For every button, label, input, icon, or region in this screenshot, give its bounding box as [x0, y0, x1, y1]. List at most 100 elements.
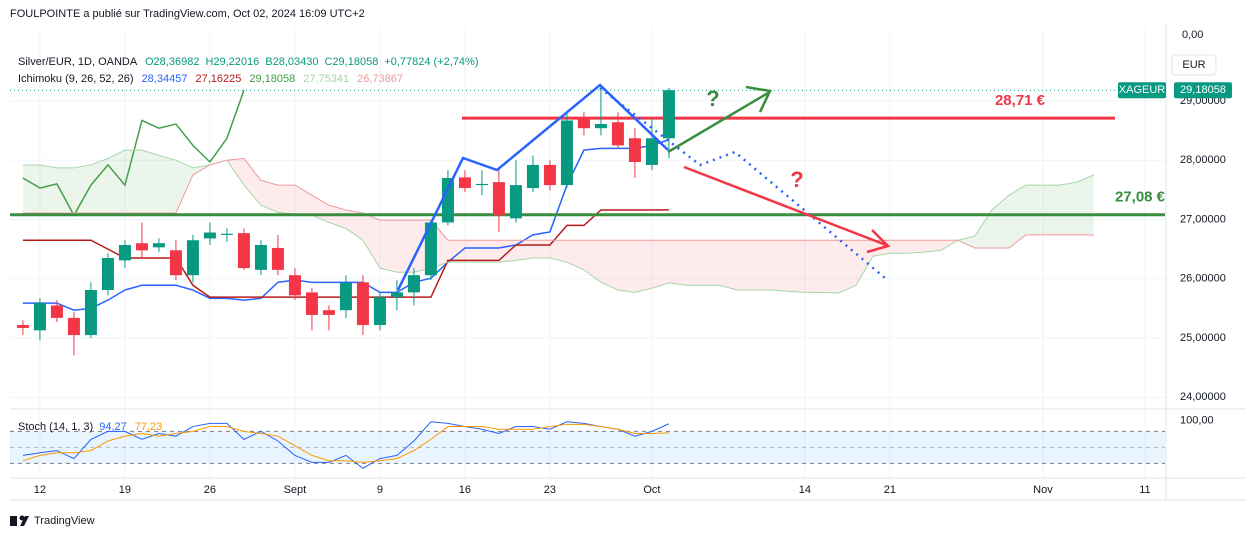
x-tick-label: 11	[1139, 484, 1150, 496]
x-tick-label: Sept	[284, 484, 307, 496]
candle-body	[611, 122, 624, 146]
cloud	[90, 158, 108, 213]
level-label: 28,71 €	[995, 92, 1046, 109]
cloud	[532, 240, 550, 259]
candle-body	[152, 243, 165, 248]
stoch-line	[22, 421, 670, 469]
ichimoku-line	[22, 157, 1094, 249]
cloud	[736, 240, 754, 291]
ichimoku-label: Ichimoku (9, 26, 52, 26)	[18, 73, 134, 85]
candle-body	[101, 258, 114, 291]
price-tag-text: 29,18058	[1180, 84, 1226, 96]
cloud	[141, 150, 159, 213]
candle-body	[203, 232, 216, 239]
ichimoku-value: 28,34457	[142, 73, 188, 85]
candle-body	[135, 243, 148, 251]
arrow-up	[667, 91, 769, 154]
candle-body	[560, 120, 573, 186]
cloud	[362, 212, 380, 269]
x-tick-label: 19	[119, 484, 131, 496]
legend-title: Silver/EUR, 1D, OANDA	[18, 56, 138, 68]
candle-body	[475, 183, 488, 186]
cloud	[243, 158, 261, 206]
ichimoku-line	[22, 149, 1095, 294]
ichimoku-value: 27,75341	[303, 73, 349, 85]
cloud	[260, 180, 278, 213]
level-label: 27,08 €	[1115, 189, 1166, 206]
candle-body	[373, 297, 386, 326]
candle-body	[50, 305, 63, 318]
candle-body	[322, 310, 335, 315]
candle-body	[492, 182, 505, 216]
zigzag-projection	[599, 87, 886, 279]
arrow-down	[683, 165, 887, 247]
candle-body	[543, 164, 556, 186]
cloud	[957, 236, 975, 248]
candle-body	[33, 303, 46, 331]
symbol-tag	[1118, 82, 1166, 99]
candle-body	[288, 275, 301, 296]
stoch-line	[22, 423, 669, 463]
publisher: FOULPOINTE a publié sur TradingView.com,…	[10, 8, 365, 20]
candle-body	[16, 325, 29, 328]
x-tick-label: 26	[204, 484, 216, 496]
cloud	[1008, 185, 1026, 248]
cloud	[651, 240, 669, 289]
cloud	[923, 240, 941, 253]
cloud	[889, 240, 907, 254]
cloud	[974, 209, 992, 248]
footer-logo: TradingView	[10, 515, 95, 527]
cloud	[838, 240, 856, 293]
cloud	[464, 240, 482, 263]
cloud	[634, 240, 652, 293]
x-tick-label: 21	[884, 484, 896, 496]
cloud	[668, 240, 686, 286]
cloud	[719, 240, 737, 291]
y-tick-label: 26,00000	[1180, 273, 1226, 285]
ohlc-label: H29,22016	[205, 56, 259, 68]
cloud	[328, 205, 346, 229]
cloud	[702, 240, 720, 286]
plot-layer: 24,00000 25,00000 26,00000 27,00000 28,00000…	[10, 24, 1246, 501]
cloud	[1059, 182, 1077, 235]
cloud	[73, 164, 91, 213]
cloud	[22, 164, 40, 213]
y-tick-label: 25,00000	[1180, 332, 1226, 344]
cloud	[124, 150, 142, 213]
candle-body	[305, 292, 318, 315]
cloud	[345, 209, 363, 241]
y-tick-label: 24,00000	[1180, 391, 1226, 403]
y-tick-label: 27,00000	[1180, 213, 1226, 225]
cloud	[685, 240, 703, 286]
cloud	[175, 160, 193, 213]
cloud	[906, 240, 924, 254]
stoch-value: 94,27	[99, 421, 127, 433]
candle-body	[509, 185, 522, 219]
ohlc-label: O28,36982	[145, 56, 199, 68]
logo-mark	[20, 516, 29, 526]
cloud	[39, 164, 57, 213]
candle-body	[645, 138, 658, 165]
cloud	[396, 220, 414, 273]
candle-body	[169, 250, 182, 276]
cloud	[583, 240, 601, 283]
candle-body	[220, 233, 233, 235]
candle-body	[407, 275, 420, 293]
cloud	[379, 220, 397, 273]
ohlc-label: C29,18058	[324, 56, 378, 68]
candle-body	[186, 240, 199, 276]
cloud	[1042, 185, 1060, 235]
cloud	[770, 240, 788, 292]
price-tag	[1174, 82, 1232, 99]
cloud	[991, 195, 1009, 248]
symbol-tag-text: XAGEUR	[1119, 84, 1166, 96]
candle-body	[254, 244, 267, 270]
ichimoku-line	[22, 89, 245, 217]
stoch-value: 77,23	[135, 421, 163, 433]
candle-body	[67, 317, 80, 336]
cloud	[566, 240, 584, 270]
y-tick-label: 100,00	[1180, 415, 1214, 427]
candle-body	[390, 292, 403, 298]
candle-body	[237, 233, 250, 269]
